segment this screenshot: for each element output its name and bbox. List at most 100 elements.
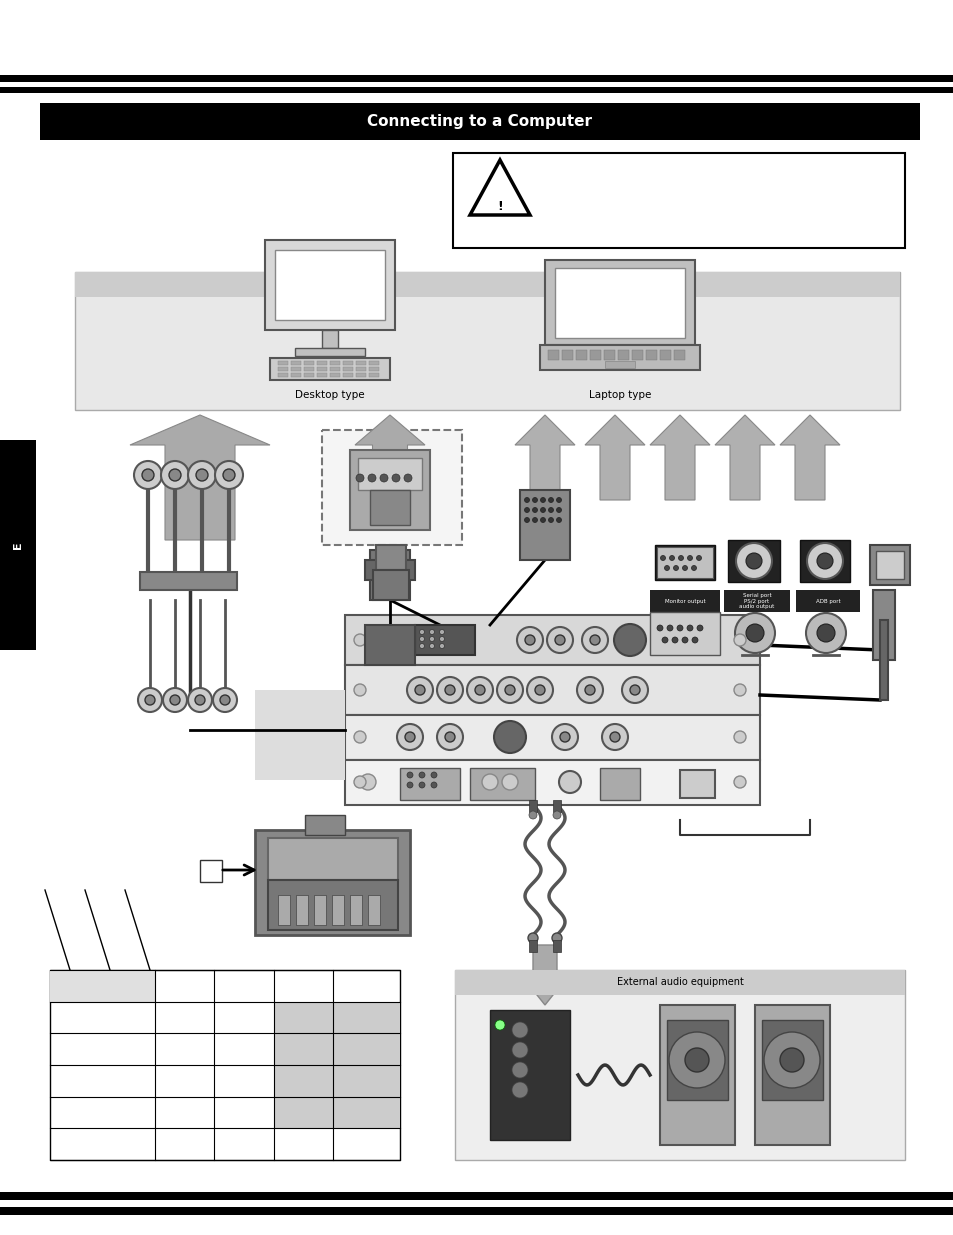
Circle shape <box>669 556 674 561</box>
Bar <box>399 768 459 800</box>
Bar <box>415 625 475 655</box>
Circle shape <box>188 461 215 489</box>
Bar <box>334 1065 399 1097</box>
Circle shape <box>540 517 545 522</box>
Bar <box>544 261 695 345</box>
Circle shape <box>355 474 364 482</box>
Circle shape <box>431 772 436 778</box>
Circle shape <box>540 498 545 503</box>
Circle shape <box>733 776 745 788</box>
Bar <box>373 571 409 600</box>
Bar <box>370 490 410 525</box>
Circle shape <box>524 635 535 645</box>
Circle shape <box>170 695 180 705</box>
Bar <box>274 1097 334 1129</box>
Text: 14: 14 <box>912 1205 926 1215</box>
Polygon shape <box>520 945 568 1005</box>
Circle shape <box>733 684 745 697</box>
Bar <box>547 350 558 359</box>
Circle shape <box>697 625 702 631</box>
Bar <box>343 361 353 366</box>
Circle shape <box>497 677 522 703</box>
Bar <box>453 153 904 248</box>
Circle shape <box>553 811 560 819</box>
Bar <box>795 590 859 613</box>
Bar <box>369 367 378 370</box>
Bar <box>872 590 894 659</box>
Circle shape <box>431 782 436 788</box>
Circle shape <box>687 556 692 561</box>
Bar <box>645 350 657 359</box>
Text: Laptop type: Laptop type <box>588 390 651 400</box>
Bar <box>322 330 337 348</box>
Bar <box>343 373 353 377</box>
Bar <box>314 895 326 925</box>
Circle shape <box>439 630 444 635</box>
Circle shape <box>548 508 553 513</box>
Circle shape <box>614 624 645 656</box>
Circle shape <box>556 517 561 522</box>
Circle shape <box>475 685 484 695</box>
Circle shape <box>629 685 639 695</box>
Bar <box>655 545 714 580</box>
Bar <box>330 367 339 370</box>
Circle shape <box>220 695 230 705</box>
Bar <box>529 800 537 811</box>
Circle shape <box>354 684 366 697</box>
Circle shape <box>558 771 580 793</box>
Bar <box>345 715 760 760</box>
Circle shape <box>552 724 578 750</box>
Bar <box>631 350 642 359</box>
Circle shape <box>524 517 529 522</box>
Bar <box>274 249 385 320</box>
Bar <box>369 361 378 366</box>
Bar <box>0 86 953 93</box>
Bar <box>274 1034 334 1065</box>
Bar <box>350 895 361 925</box>
Circle shape <box>161 461 189 489</box>
Text: Monitor output: Monitor output <box>664 599 704 604</box>
Bar <box>604 361 635 368</box>
Circle shape <box>581 627 607 653</box>
Bar <box>576 350 586 359</box>
Circle shape <box>418 782 424 788</box>
Bar <box>455 969 904 995</box>
Bar <box>295 895 308 925</box>
Circle shape <box>735 543 771 579</box>
Circle shape <box>540 508 545 513</box>
Circle shape <box>555 635 564 645</box>
Bar <box>555 268 684 338</box>
Bar <box>268 839 397 881</box>
Circle shape <box>548 498 553 503</box>
Bar <box>649 590 720 613</box>
Circle shape <box>512 1042 527 1058</box>
Circle shape <box>696 556 700 561</box>
Circle shape <box>733 731 745 743</box>
Circle shape <box>684 1049 708 1072</box>
Text: Serial port
PS/2 port
audio output: Serial port PS/2 port audio output <box>739 593 774 609</box>
Bar <box>254 690 345 781</box>
Bar <box>291 373 301 377</box>
Polygon shape <box>714 415 774 500</box>
Circle shape <box>532 517 537 522</box>
Bar <box>761 1020 822 1100</box>
Circle shape <box>403 474 412 482</box>
Circle shape <box>429 636 434 641</box>
Bar <box>0 82 953 86</box>
Bar <box>369 373 378 377</box>
Bar <box>800 540 849 582</box>
Circle shape <box>481 774 497 790</box>
Bar <box>322 430 461 545</box>
Bar <box>603 350 615 359</box>
Text: ADB port: ADB port <box>815 599 840 604</box>
Circle shape <box>734 613 774 653</box>
Circle shape <box>535 685 544 695</box>
Bar <box>879 620 887 700</box>
Bar <box>553 800 560 811</box>
Circle shape <box>589 635 599 645</box>
Circle shape <box>678 556 682 561</box>
Circle shape <box>806 543 842 579</box>
Bar <box>140 572 236 590</box>
Circle shape <box>527 932 537 944</box>
Text: Connecting to a Computer: Connecting to a Computer <box>367 114 592 128</box>
